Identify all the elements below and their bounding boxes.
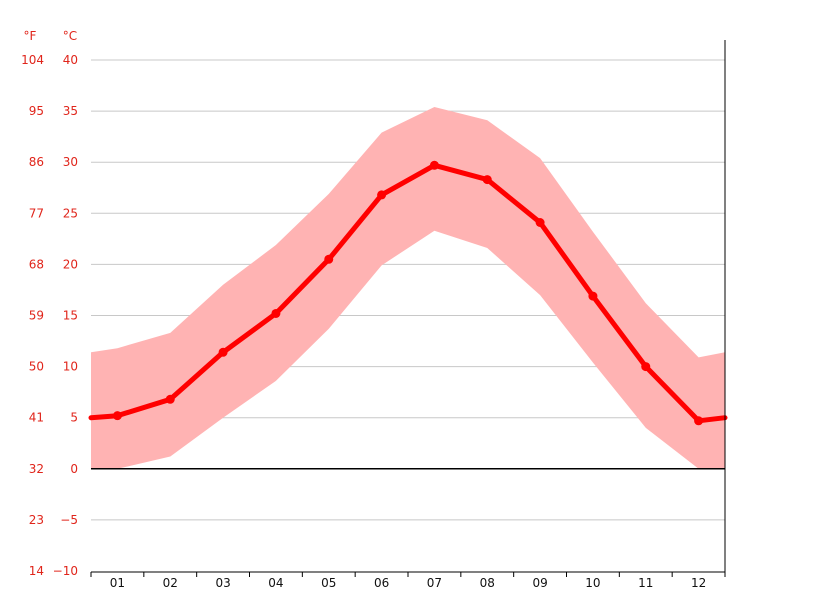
y-tick-label-celsius: −10	[53, 564, 78, 578]
average-temperature-line	[88, 162, 728, 424]
y-tick-label-fahrenheit: 59	[29, 309, 44, 323]
x-tick-label: 02	[163, 576, 178, 590]
y-tick-label-fahrenheit: 50	[29, 360, 44, 374]
y-tick-label-celsius: −5	[60, 513, 78, 527]
y-tick-label-fahrenheit: 23	[29, 513, 44, 527]
series-line-layer	[88, 160, 728, 426]
y-tick-label-celsius: 25	[63, 206, 78, 220]
y-tick-label-fahrenheit: 41	[29, 411, 44, 425]
data-point	[694, 416, 704, 426]
data-point	[324, 254, 334, 264]
y-tick-label-celsius: 15	[63, 309, 78, 323]
y-tick-label-celsius: 10	[63, 360, 78, 374]
x-tick-label: 10	[585, 576, 600, 590]
x-tick-label: 06	[374, 576, 389, 590]
x-tick-label: 09	[532, 576, 547, 590]
y-tick-label-celsius: 35	[63, 104, 78, 118]
y-tick-label-fahrenheit: 77	[29, 206, 44, 220]
range-band-layer	[91, 107, 725, 469]
x-tick-label: 07	[427, 576, 442, 590]
y-tick-label-celsius: 0	[70, 462, 78, 476]
x-tick-label: 11	[638, 576, 653, 590]
data-point	[377, 190, 387, 200]
celsius-unit-label: °C	[63, 29, 77, 43]
data-point	[588, 291, 598, 301]
x-tick-label: 12	[691, 576, 706, 590]
x-tick-label: 04	[268, 576, 283, 590]
data-point	[218, 347, 228, 357]
data-point	[535, 217, 545, 227]
temperature-range-band	[91, 107, 725, 469]
data-point	[112, 411, 122, 421]
y-tick-label-celsius: 5	[70, 411, 78, 425]
data-point	[429, 160, 439, 170]
x-tick-label: 08	[480, 576, 495, 590]
label-layer: °F °C 4010435953086257720681559105054103…	[21, 29, 706, 590]
x-tick-label: 03	[215, 576, 230, 590]
y-tick-label-celsius: 30	[63, 155, 78, 169]
y-tick-label-fahrenheit: 68	[29, 257, 44, 271]
data-point	[482, 175, 492, 185]
y-tick-label-celsius: 20	[63, 257, 78, 271]
y-tick-label-fahrenheit: 86	[29, 155, 44, 169]
fahrenheit-unit-label: °F	[24, 29, 37, 43]
y-tick-label-fahrenheit: 104	[21, 53, 44, 67]
x-tick-label: 05	[321, 576, 336, 590]
data-point	[641, 362, 651, 372]
y-tick-label-fahrenheit: 32	[29, 462, 44, 476]
data-point	[165, 394, 175, 404]
y-tick-label-celsius: 40	[63, 53, 78, 67]
x-tick-label: 01	[110, 576, 125, 590]
data-point	[271, 308, 281, 318]
y-tick-label-fahrenheit: 95	[29, 104, 44, 118]
y-tick-label-fahrenheit: 14	[29, 564, 44, 578]
axis-layer	[90, 40, 726, 577]
